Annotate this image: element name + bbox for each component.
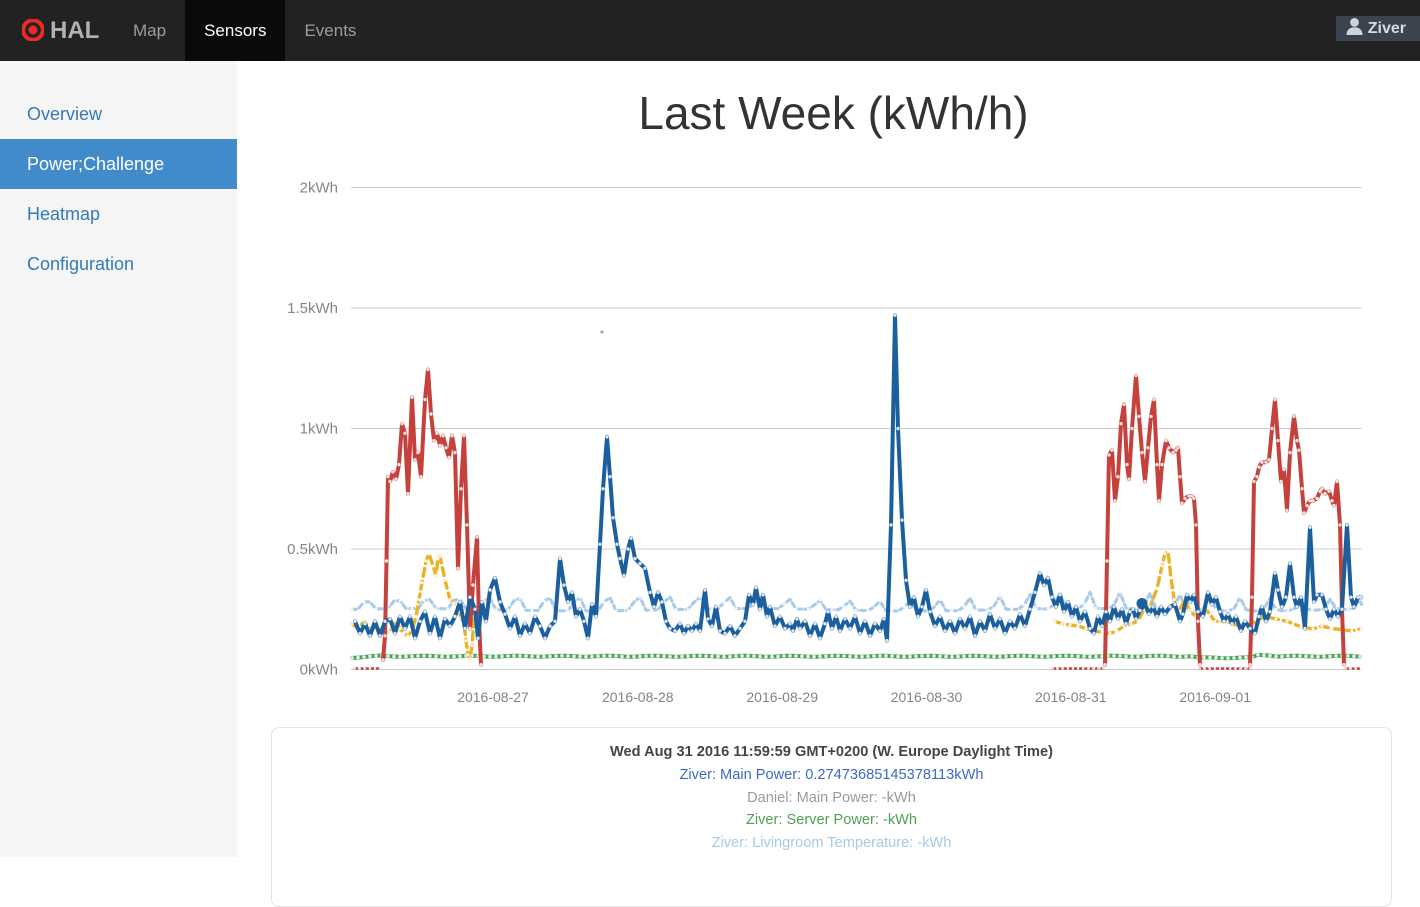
svg-text:0.5kWh: 0.5kWh	[287, 541, 338, 558]
svg-text:2016-08-29: 2016-08-29	[746, 689, 818, 705]
svg-text:2016-09-01: 2016-09-01	[1179, 689, 1251, 705]
svg-text:2kWh: 2kWh	[300, 180, 338, 197]
svg-text:2016-08-27: 2016-08-27	[457, 689, 529, 705]
svg-text:2016-08-28: 2016-08-28	[602, 689, 674, 705]
svg-text:2016-08-31: 2016-08-31	[1035, 689, 1107, 705]
svg-text:1.5kWh: 1.5kWh	[287, 300, 338, 317]
svg-text:1kWh: 1kWh	[300, 421, 338, 438]
svg-text:0kWh: 0kWh	[300, 662, 338, 679]
svg-text:2016-08-30: 2016-08-30	[891, 689, 963, 705]
